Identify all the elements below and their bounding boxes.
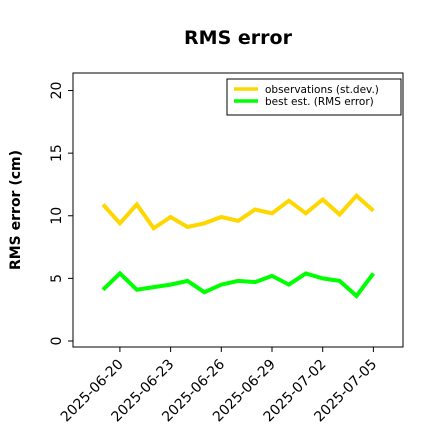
legend-label: best est. (RMS error) [265,96,374,108]
y-tick-label: 0 [49,337,65,346]
series-lines [101,192,375,299]
legend: observations (st.dev.)best est. (RMS err… [226,78,402,116]
y-tick-label: 10 [49,207,65,225]
legend-label: observations (st.dev.) [265,84,379,96]
x-axis: 2025-06-202025-06-232025-06-262025-06-29… [58,347,380,425]
chart-title: RMS error [184,27,293,49]
plot-frame [72,72,404,348]
y-tick-label: 20 [49,82,65,100]
y-tick-label: 5 [49,274,65,283]
legend-box [226,78,402,116]
y-axis: 0 5 10 15 20 [49,82,73,346]
y-axis-label: RMS error (cm) [8,150,24,270]
series-line-0 [101,192,375,232]
series-line-1 [101,270,375,299]
y-tick-label: 15 [49,144,65,162]
